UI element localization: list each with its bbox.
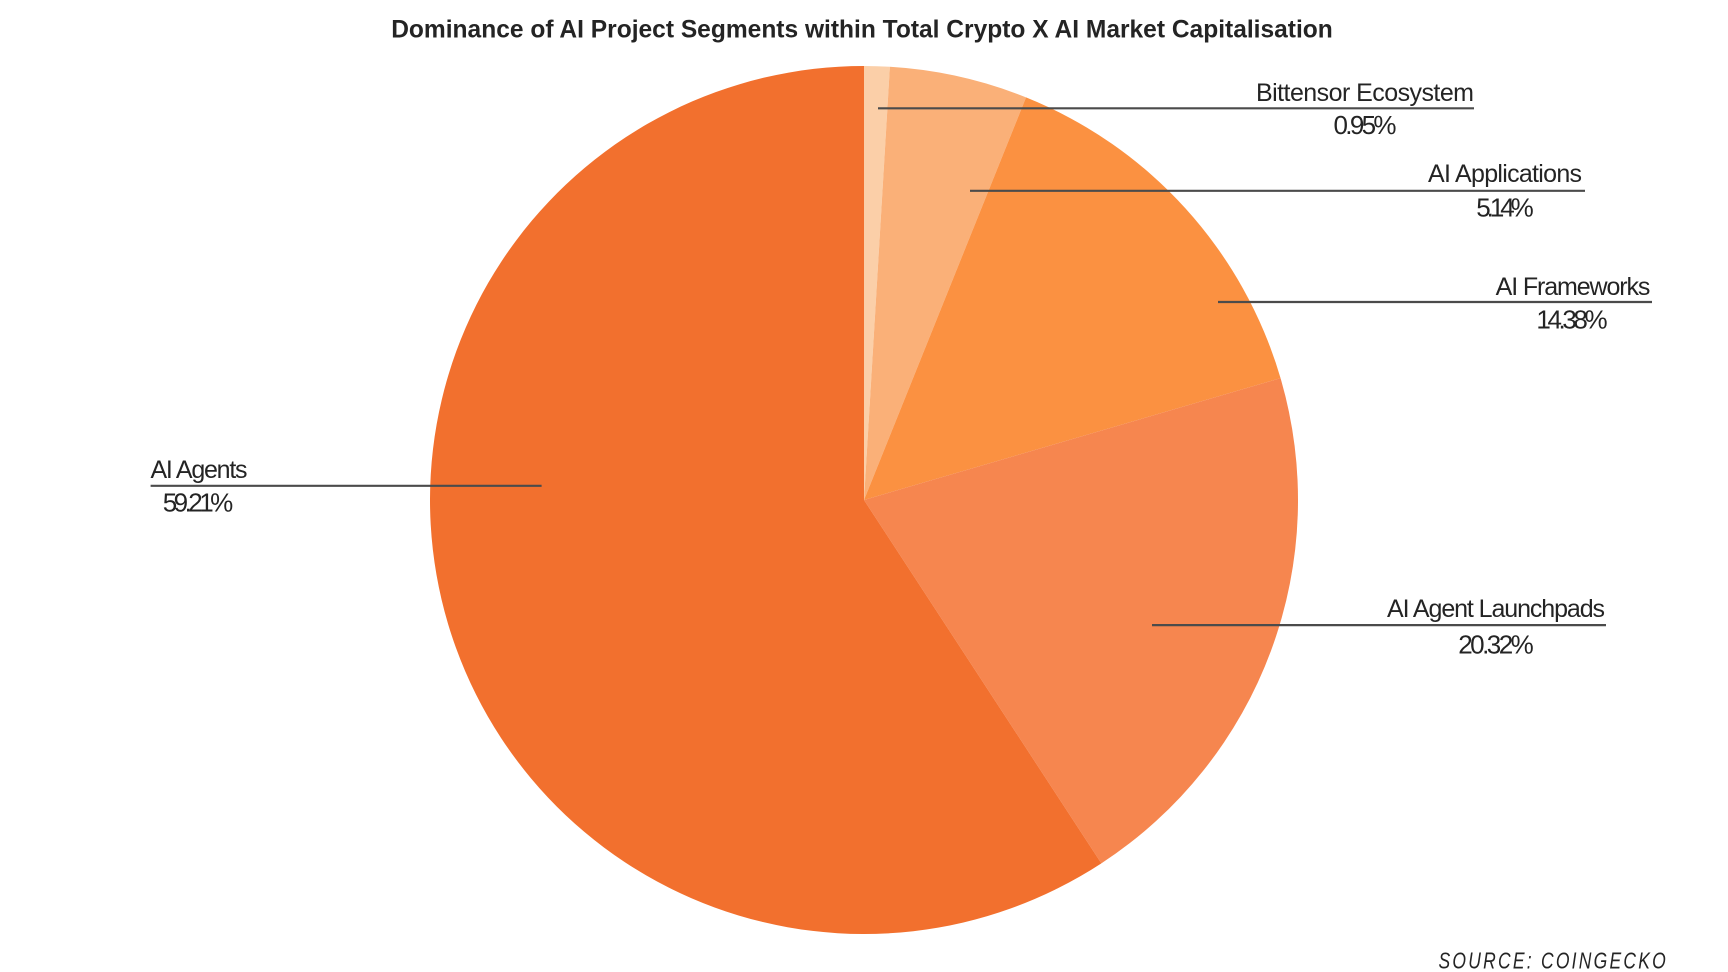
svg-text:AI Agent Launchpads: AI Agent Launchpads [1387,595,1605,623]
svg-text:AI Applications: AI Applications [1428,160,1582,188]
svg-text:14.38%: 14.38% [1536,304,1607,334]
svg-text:AI Agents: AI Agents [150,456,247,484]
svg-text:AI Frameworks: AI Frameworks [1496,273,1651,301]
svg-text:5.14%: 5.14% [1476,192,1533,222]
svg-text:SOURCE: COINGECKO: SOURCE: COINGECKO [1439,947,1669,972]
svg-text:20.32%: 20.32% [1458,630,1534,660]
svg-text:59.21%: 59.21% [163,488,234,518]
svg-text:Dominance of AI Project Segmen: Dominance of AI Project Segments within … [391,15,1333,43]
svg-text:Bittensor Ecosystem: Bittensor Ecosystem [1256,79,1474,107]
svg-text:0.95%: 0.95% [1334,110,1397,140]
